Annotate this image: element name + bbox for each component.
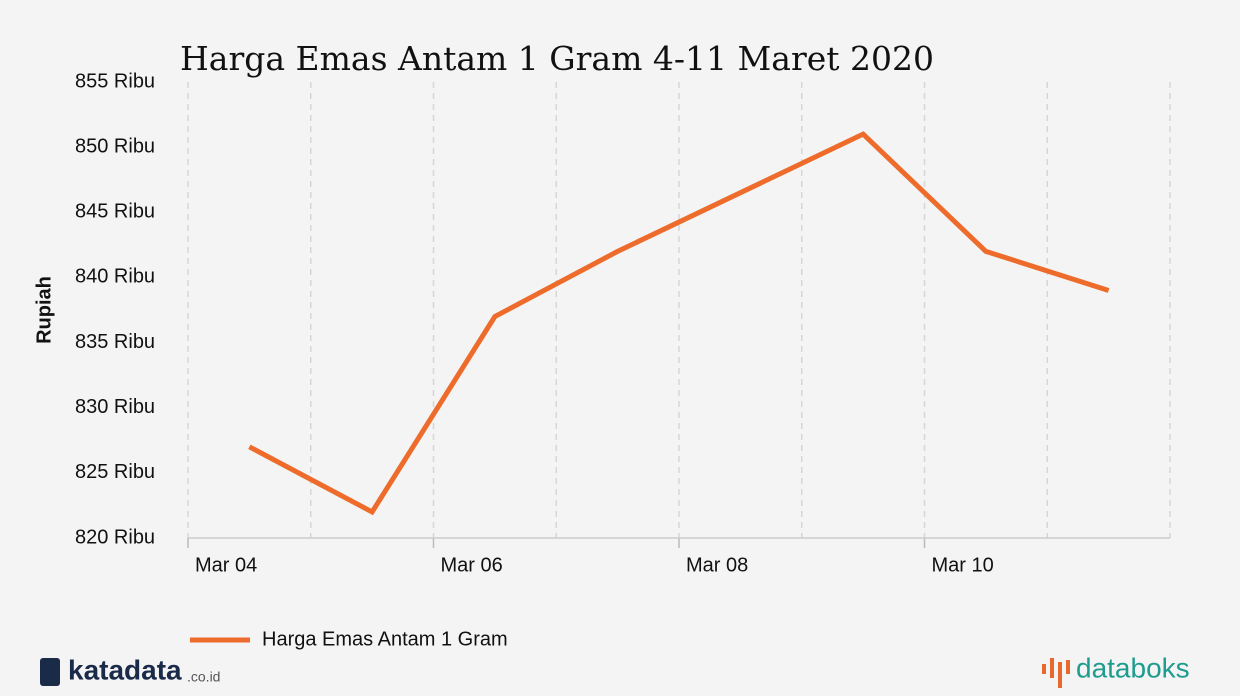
data-line <box>248 131 1110 516</box>
x-tick-label: Mar 10 <box>932 554 994 576</box>
icon-bar <box>1050 658 1054 678</box>
y-tick-label: 830 Ribu <box>75 396 155 418</box>
brand-left: katadata <box>68 654 182 685</box>
brand-right: databoks <box>1076 652 1190 683</box>
brand-left-suffix: .co.id <box>187 669 220 685</box>
brand-right-icon <box>1042 658 1070 688</box>
legend-label: Harga Emas Antam 1 Gram <box>262 628 508 650</box>
x-tick-label: Mar 06 <box>441 554 503 576</box>
y-tick-label: 820 Ribu <box>75 526 155 548</box>
icon-bar <box>1066 660 1070 674</box>
y-tick-label: 835 Ribu <box>75 331 155 353</box>
x-tick-label: Mar 04 <box>195 554 257 576</box>
y-tick-label: 825 Ribu <box>75 461 155 483</box>
icon-bar <box>1042 664 1046 674</box>
y-tick-label: 845 Ribu <box>75 201 155 223</box>
chart-title: Harga Emas Antam 1 Gram 4-11 Maret 2020 <box>180 39 934 78</box>
y-tick-label: 840 Ribu <box>75 266 155 288</box>
y-tick-label: 855 Ribu <box>75 70 155 92</box>
x-tick-label: Mar 08 <box>686 554 748 576</box>
y-axis-label: Rupiah <box>33 276 55 344</box>
brand-left-icon <box>40 658 60 686</box>
icon-bar <box>1058 662 1062 688</box>
y-tick-label: 850 Ribu <box>75 135 155 157</box>
